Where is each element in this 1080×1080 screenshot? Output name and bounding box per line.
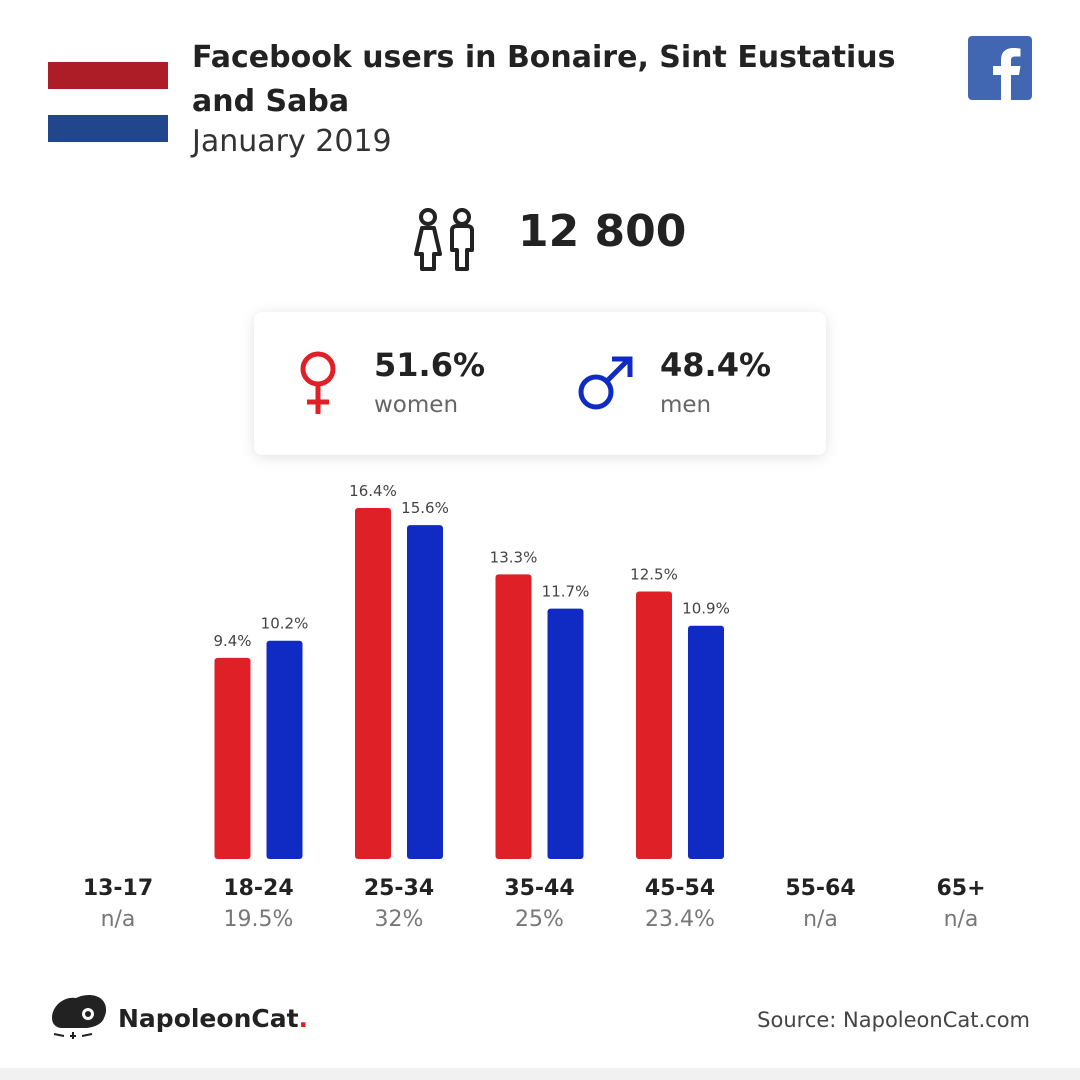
age-total-label: n/a xyxy=(100,907,136,932)
brand-dot: . xyxy=(298,1004,309,1033)
netherlands-flag-icon xyxy=(48,62,168,142)
age-group-35-44: 35-44 25% xyxy=(470,876,610,932)
age-range-label: 25-34 xyxy=(363,876,435,901)
bar-women-45-54 xyxy=(636,591,672,859)
data-label-men-45-54: 10.9% xyxy=(682,600,730,618)
source-credit: Source: NapoleonCat.com xyxy=(757,1008,1030,1032)
age-range-label: 55-64 xyxy=(785,876,856,901)
age-range-label: 65+ xyxy=(936,876,986,901)
age-group-25-34: 25-34 32% xyxy=(329,876,469,932)
age-group-45-54: 45-54 23.4% xyxy=(610,876,750,932)
age-range-label: 18-24 xyxy=(223,876,294,901)
age-range-label: 35-44 xyxy=(504,876,575,901)
data-label-men-18-24: 10.2% xyxy=(261,615,309,633)
bar-women-25-34 xyxy=(355,508,391,859)
men-percentage: 48.4% xyxy=(660,346,772,384)
data-label-women-25-34: 16.4% xyxy=(349,482,397,500)
bar-men-18-24 xyxy=(266,640,303,859)
data-label-men-25-34: 15.6% xyxy=(401,499,449,517)
age-group-55-64: 55-64 n/a xyxy=(751,876,891,932)
age-range-label: 13-17 xyxy=(82,876,154,901)
age-range-label: 45-54 xyxy=(644,876,716,901)
data-label-men-35-44: 11.7% xyxy=(542,583,590,601)
male-symbol-icon xyxy=(578,356,633,410)
bar-men-35-44 xyxy=(547,608,584,859)
age-total-label: n/a xyxy=(803,907,838,932)
users-icon xyxy=(410,206,482,274)
age-total-label: 32% xyxy=(374,907,424,932)
bar-women-18-24 xyxy=(214,657,251,859)
brand-name: NapoleonCat. xyxy=(118,1004,308,1033)
age-gender-bar-chart: 9.4% 10.2% 16.4%15.6% 13.3%11.7% 12.5%10.9% xyxy=(213,482,730,859)
data-label-women-45-54: 12.5% xyxy=(630,565,678,583)
brand-name-text: NapoleonCat xyxy=(118,1004,299,1033)
age-total-label: 19.5% xyxy=(223,907,294,932)
women-label: women xyxy=(374,392,459,418)
data-label-women-18-24: 9.4% xyxy=(213,632,251,650)
age-total-label: 25% xyxy=(515,907,564,932)
age-group-65+: 65+ n/a xyxy=(891,876,1031,932)
bar-women-35-44 xyxy=(495,574,532,859)
men-label: men xyxy=(660,392,712,418)
users-total: 12 800 xyxy=(518,206,687,257)
gender-card: 51.6% women 48.4% men xyxy=(254,312,826,455)
bar-men-25-34 xyxy=(407,525,443,859)
age-group-18-24: 18-24 19.5% xyxy=(189,876,329,932)
women-percentage: 51.6% xyxy=(374,346,486,384)
data-label-women-35-44: 13.3% xyxy=(490,548,538,566)
page-subtitle: January 2019 xyxy=(192,124,392,159)
napoleoncat-logo-icon xyxy=(52,995,107,1039)
age-group-13-17: 13-17 n/a xyxy=(48,876,188,932)
age-total-label: 23.4% xyxy=(645,907,715,932)
page-title: Facebook users in Bonaire, Sint Eustatiu… xyxy=(192,40,896,119)
bar-men-45-54 xyxy=(688,625,724,859)
female-symbol-icon xyxy=(300,351,336,414)
age-total-label: n/a xyxy=(943,907,979,932)
facebook-logo-icon xyxy=(968,36,1032,100)
footer-strip xyxy=(0,1068,1080,1080)
